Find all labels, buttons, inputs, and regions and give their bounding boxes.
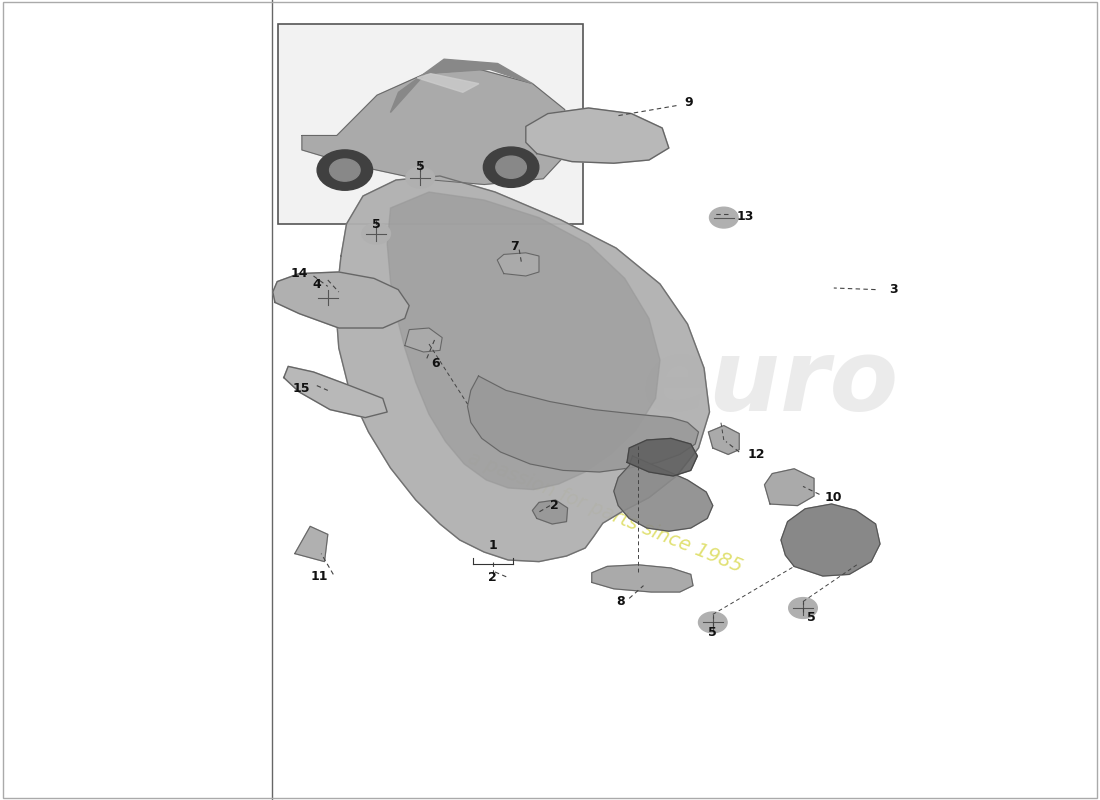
Text: 13: 13 (737, 210, 755, 222)
Circle shape (710, 207, 738, 228)
Text: 5: 5 (416, 160, 425, 173)
Polygon shape (336, 176, 710, 562)
Text: a passion for parts since 1985: a passion for parts since 1985 (465, 448, 745, 576)
Circle shape (483, 147, 539, 187)
Text: 5: 5 (708, 626, 717, 638)
Text: 10: 10 (825, 491, 843, 504)
Polygon shape (592, 565, 693, 592)
Polygon shape (764, 469, 814, 506)
Polygon shape (627, 438, 697, 476)
Text: 1: 1 (488, 539, 497, 552)
Bar (278, 24, 583, 224)
Text: 14: 14 (290, 267, 308, 280)
Text: 11: 11 (310, 570, 328, 582)
Circle shape (362, 223, 390, 244)
Text: 7: 7 (510, 240, 519, 253)
Polygon shape (708, 426, 739, 454)
Circle shape (314, 287, 342, 308)
Circle shape (330, 159, 360, 181)
Polygon shape (417, 74, 478, 92)
Text: 4: 4 (312, 278, 321, 290)
Polygon shape (532, 500, 568, 524)
Circle shape (698, 612, 727, 633)
Circle shape (317, 150, 373, 190)
Text: 5: 5 (372, 218, 381, 230)
Polygon shape (295, 526, 328, 562)
Polygon shape (301, 70, 564, 185)
Text: 3: 3 (889, 283, 898, 296)
Polygon shape (405, 328, 442, 352)
Text: 2: 2 (550, 499, 559, 512)
Text: 9: 9 (684, 96, 693, 109)
Polygon shape (390, 59, 532, 113)
Text: euro: euro (641, 335, 899, 433)
Polygon shape (468, 376, 698, 472)
Text: 8: 8 (616, 595, 625, 608)
Polygon shape (526, 108, 669, 163)
Polygon shape (284, 366, 387, 418)
Polygon shape (387, 192, 660, 490)
Text: 15: 15 (293, 382, 310, 394)
Polygon shape (497, 253, 539, 276)
Polygon shape (614, 456, 713, 531)
Circle shape (406, 167, 434, 188)
Polygon shape (781, 504, 880, 576)
Text: 12: 12 (748, 448, 766, 461)
Circle shape (496, 156, 526, 178)
Circle shape (789, 598, 817, 618)
Text: 2: 2 (488, 571, 497, 584)
Text: 5: 5 (807, 611, 816, 624)
Polygon shape (273, 272, 409, 328)
Text: 6: 6 (431, 358, 440, 370)
